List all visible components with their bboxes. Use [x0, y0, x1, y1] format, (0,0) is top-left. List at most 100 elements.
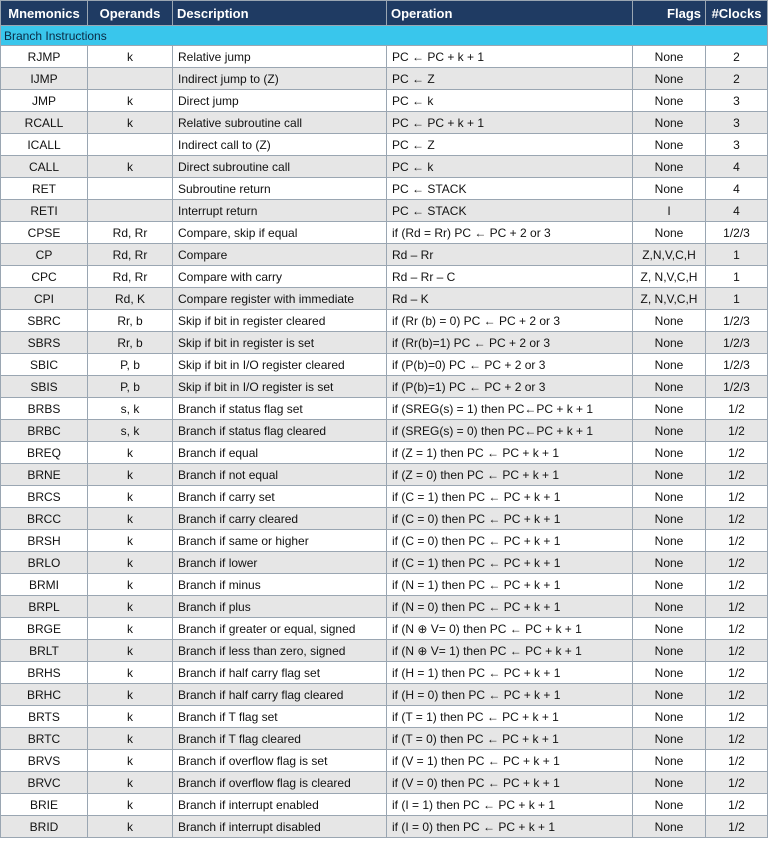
cell-clocks: 1 [705, 265, 768, 288]
cell-operation: if (Rr (b) = 0) PC ← PC + 2 or 3 [386, 309, 633, 332]
cell-flags: None [632, 727, 706, 750]
table-row: RETI Interrupt return PC ← STACK I 4 [0, 199, 768, 222]
table-row: CALL k Direct subroutine call PC ← k None 4 [0, 155, 768, 178]
cell-flags: None [632, 221, 706, 244]
cell-description: Skip if bit in I/O register cleared [172, 353, 387, 376]
cell-mnemonic: BRLT [0, 639, 88, 662]
cell-description: Branch if status flag set [172, 397, 387, 420]
cell-mnemonic: SBIS [0, 375, 88, 398]
cell-clocks: 1/2/3 [705, 375, 768, 398]
cell-operation: if (P(b)=1) PC ← PC + 2 or 3 [386, 375, 633, 398]
cell-description: Branch if overflow flag is set [172, 749, 387, 772]
cell-flags: None [632, 551, 706, 574]
cell-clocks: 1/2/3 [705, 353, 768, 376]
table-row: BRNE k Branch if not equal if (Z = 0) then … [0, 463, 768, 486]
cell-operands: Rr, b [87, 309, 173, 332]
cell-operands: k [87, 771, 173, 794]
table-row: BRTS k Branch if T flag set if (T = 1) then… [0, 705, 768, 728]
cell-clocks: 3 [705, 111, 768, 134]
table-row: BRIE k Branch if interrupt enabled if (I = … [0, 793, 768, 816]
cell-flags: None [632, 89, 706, 112]
cell-description: Branch if interrupt enabled [172, 793, 387, 816]
cell-clocks: 1/2 [705, 727, 768, 750]
cell-clocks: 1/2 [705, 683, 768, 706]
cell-operation: if (T = 0) then PC ← PC + k + 1 [386, 727, 633, 750]
cell-operands: Rd, Rr [87, 243, 173, 266]
cell-operands: k [87, 529, 173, 552]
table-row: BRBC s, k Branch if status flag cleared if … [0, 419, 768, 442]
cell-operation: if (C = 1) then PC ← PC + k + 1 [386, 551, 633, 574]
cell-clocks: 1/2 [705, 551, 768, 574]
cell-description: Branch if less than zero, signed [172, 639, 387, 662]
cell-operation: PC ← STACK [386, 177, 633, 200]
cell-clocks: 1 [705, 243, 768, 266]
cell-description: Branch if greater or equal, signed [172, 617, 387, 640]
cell-flags: None [632, 771, 706, 794]
cell-flags: None [632, 639, 706, 662]
cell-mnemonic: BRTC [0, 727, 88, 750]
cell-mnemonic: BRBS [0, 397, 88, 420]
cell-operation: if (Rr(b)=1) PC ← PC + 2 or 3 [386, 331, 633, 354]
cell-flags: None [632, 793, 706, 816]
cell-flags: None [632, 661, 706, 684]
table-row: SBRS Rr, b Skip if bit in register is set i… [0, 331, 768, 354]
cell-flags: None [632, 67, 706, 90]
cell-flags: None [632, 507, 706, 530]
cell-mnemonic: BREQ [0, 441, 88, 464]
table-row: CPI Rd, K Compare register with immediate R… [0, 287, 768, 310]
cell-flags: None [632, 133, 706, 156]
cell-mnemonic: CPC [0, 265, 88, 288]
cell-operands: k [87, 573, 173, 596]
table-row: BRMI k Branch if minus if (N = 1) then PC ←… [0, 573, 768, 596]
table-row: BRTC k Branch if T flag cleared if (T = 0) … [0, 727, 768, 750]
cell-mnemonic: BRCS [0, 485, 88, 508]
cell-operation: if (H = 0) then PC ← PC + k + 1 [386, 683, 633, 706]
cell-operation: PC ← k [386, 89, 633, 112]
cell-operation: PC ← k [386, 155, 633, 178]
cell-mnemonic: RJMP [0, 45, 88, 68]
cell-clocks: 1/2 [705, 661, 768, 684]
cell-operands: s, k [87, 419, 173, 442]
cell-operands: k [87, 551, 173, 574]
cell-description: Skip if bit in I/O register is set [172, 375, 387, 398]
cell-mnemonic: RET [0, 177, 88, 200]
table-row: BRPL k Branch if plus if (N = 0) then PC ← … [0, 595, 768, 618]
cell-mnemonic: BRVC [0, 771, 88, 794]
cell-operation: if (Z = 0) then PC ← PC + k + 1 [386, 463, 633, 486]
cell-description: Compare register with immediate [172, 287, 387, 310]
cell-operands: k [87, 705, 173, 728]
cell-operation: PC ← STACK [386, 199, 633, 222]
cell-clocks: 1/2 [705, 815, 768, 838]
table-row: BRVS k Branch if overflow flag is set if (V… [0, 749, 768, 772]
cell-description: Branch if equal [172, 441, 387, 464]
cell-description: Compare, skip if equal [172, 221, 387, 244]
table-row: RCALL k Relative subroutine call PC ← PC + … [0, 111, 768, 134]
cell-clocks: 4 [705, 199, 768, 222]
cell-clocks: 2 [705, 67, 768, 90]
cell-clocks: 1/2 [705, 397, 768, 420]
cell-description: Branch if overflow flag is cleared [172, 771, 387, 794]
cell-description: Interrupt return [172, 199, 387, 222]
cell-description: Branch if same or higher [172, 529, 387, 552]
header-row: Mnemonics Operands Description Operation… [0, 0, 768, 26]
cell-operation: if (V = 0) then PC ← PC + k + 1 [386, 771, 633, 794]
cell-operands: k [87, 815, 173, 838]
cell-flags: Z, N,V,C,H [632, 287, 706, 310]
cell-operation: if (N = 0) then PC ← PC + k + 1 [386, 595, 633, 618]
header-mnemonics: Mnemonics [0, 0, 88, 26]
cell-operands: k [87, 155, 173, 178]
cell-description: Branch if T flag set [172, 705, 387, 728]
table-row: SBRC Rr, b Skip if bit in register cleared… [0, 309, 768, 332]
cell-description: Subroutine return [172, 177, 387, 200]
cell-flags: None [632, 573, 706, 596]
cell-description: Branch if interrupt disabled [172, 815, 387, 838]
cell-operands: k [87, 749, 173, 772]
cell-flags: None [632, 375, 706, 398]
table-row: ICALL Indirect call to (Z) PC ← Z None 3 [0, 133, 768, 156]
cell-mnemonic: BRPL [0, 595, 88, 618]
cell-mnemonic: ICALL [0, 133, 88, 156]
cell-flags: None [632, 331, 706, 354]
table-row: BRCS k Branch if carry set if (C = 1) then … [0, 485, 768, 508]
cell-clocks: 4 [705, 177, 768, 200]
table-row: JMP k Direct jump PC ← k None 3 [0, 89, 768, 112]
